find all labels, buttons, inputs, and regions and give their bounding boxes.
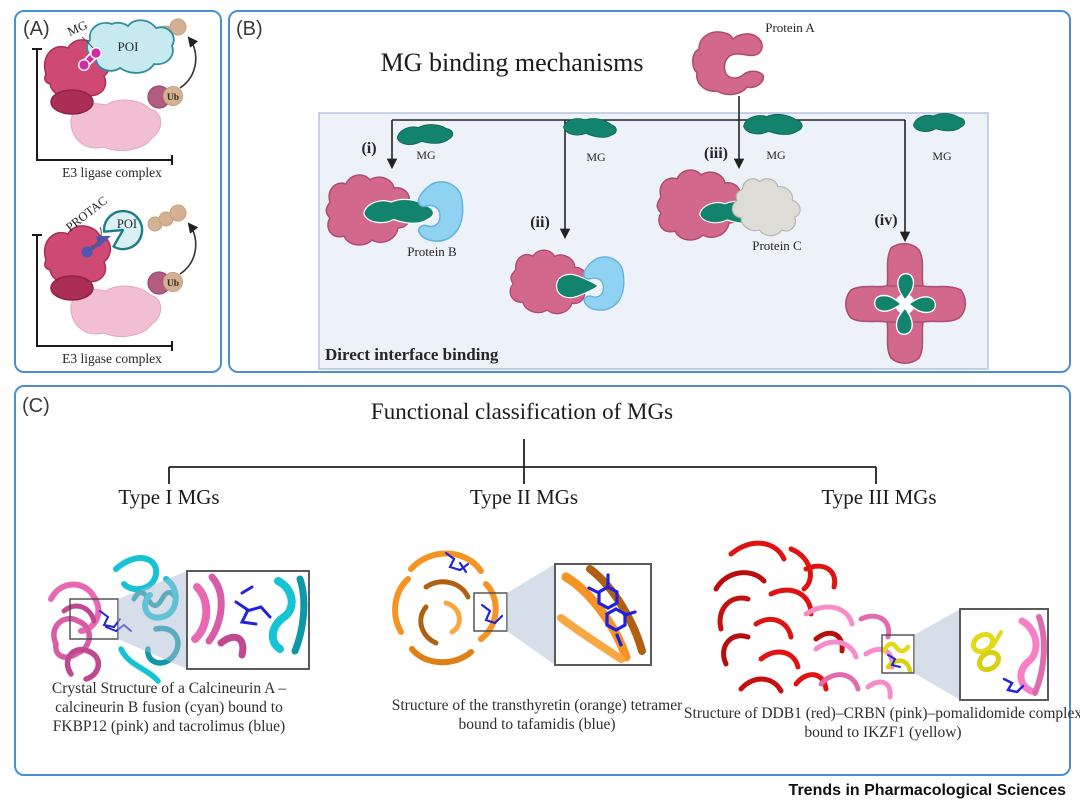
branch-lines xyxy=(386,96,911,243)
mg-leader-line xyxy=(81,36,94,49)
zoom-wedge xyxy=(118,571,187,669)
protein-b-label: Protein B xyxy=(407,244,457,259)
panel-a: (A) xyxy=(14,10,222,373)
panel-b-title: MG binding mechanisms xyxy=(380,48,644,77)
protein-c-label: Protein C xyxy=(752,238,801,253)
poi-pacman-circle xyxy=(102,209,144,251)
type-ii-caption: Structure of the transthyretin (orange) … xyxy=(391,697,683,734)
type-iii-caption: Structure of DDB1 (red)–CRBN (pink)–poma… xyxy=(683,705,1080,742)
e3-axis-label: E3 ligase complex xyxy=(62,165,162,180)
panel-a-diagram: MG POI Ub E3 ligase complex PROTAC POI U… xyxy=(16,18,219,366)
mg-dumbbell xyxy=(78,47,102,71)
branch-iii-numeral: (iii) xyxy=(704,145,728,162)
poi-label: POI xyxy=(118,39,139,54)
classification-tree xyxy=(168,439,877,484)
type-iii-structure xyxy=(713,540,1049,701)
branch-iv-numeral: (iv) xyxy=(874,212,897,229)
ub-label: Ub xyxy=(167,93,179,103)
mg-label: MG xyxy=(65,18,89,39)
type-ii-heading: Type II MGs xyxy=(469,485,579,509)
type-i-caption: Crystal Structure of a Calcineurin A – c… xyxy=(51,680,287,736)
type-i-structure xyxy=(48,555,310,684)
branch-ii-numeral: (ii) xyxy=(530,214,550,231)
e3-axis-label: E3 ligase complex xyxy=(62,351,162,366)
type-ii-structure xyxy=(392,550,652,666)
panel-a-label: (A) xyxy=(23,18,50,40)
panel-b-label: (B) xyxy=(236,18,263,40)
panel-b: (B) MG binding mechanisms Protein A xyxy=(228,10,1071,373)
panel-c: (C) Functional classification of MGs Typ… xyxy=(14,385,1080,776)
branch-i-numeral: (i) xyxy=(361,140,376,157)
poi-blob xyxy=(86,19,175,74)
protac-leader-line xyxy=(90,226,102,248)
type-i-heading: Type I MGs xyxy=(118,485,220,509)
homotetramer-cross xyxy=(845,242,967,364)
mg-label: MG xyxy=(932,149,952,163)
zoom-wedge xyxy=(914,609,960,700)
poi-label: POI xyxy=(117,217,137,231)
protein-a-label: Protein A xyxy=(765,20,815,35)
panel-c-diagram xyxy=(48,439,1049,701)
ub-label: Ub xyxy=(167,279,179,289)
protein-a-shape xyxy=(692,31,764,96)
journal-name: Trends in Pharmacological Sciences xyxy=(788,782,1066,799)
mg-label: MG xyxy=(586,150,606,164)
mg-label: MG xyxy=(416,148,436,162)
zoom-wedge xyxy=(507,564,555,665)
panel-b-diagram: Protein A (i) (ii) (iii) (iv) MG MG MG M… xyxy=(318,20,989,370)
direct-binding-label: Direct interface binding xyxy=(325,345,499,364)
panel-c-title: Functional classification of MGs xyxy=(370,399,674,424)
mg-label: MG xyxy=(766,148,786,162)
type-iii-heading: Type III MGs xyxy=(821,485,937,509)
panel-c-label: (C) xyxy=(22,395,50,417)
